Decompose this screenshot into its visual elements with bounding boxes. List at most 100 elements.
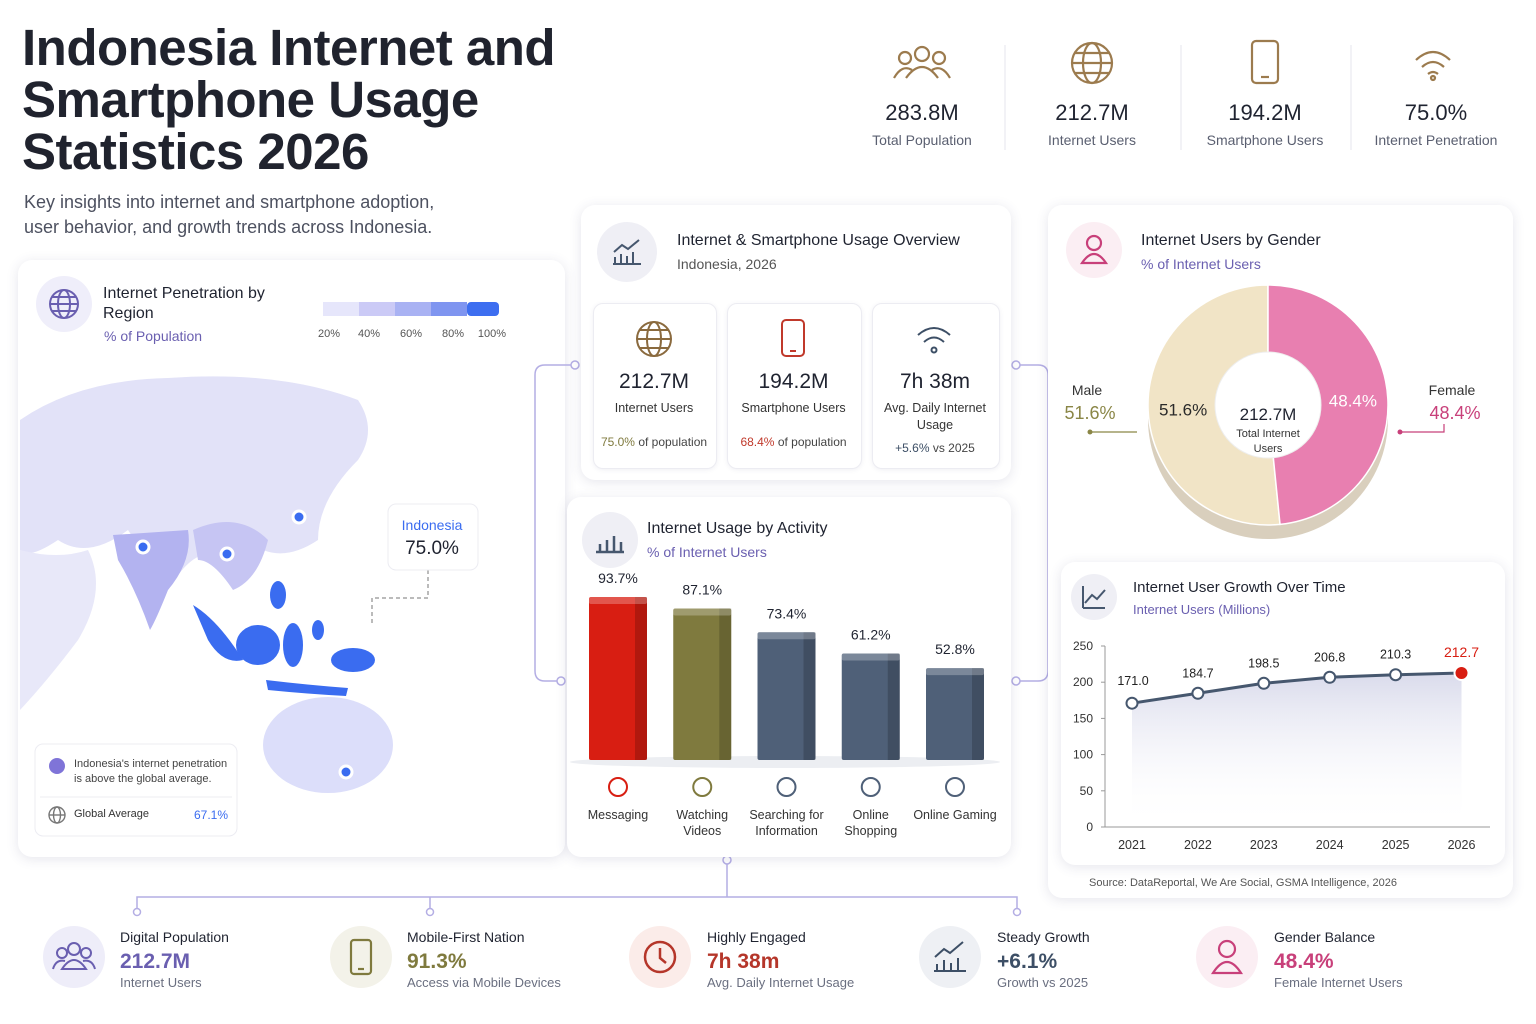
highlight-value: 48.4% xyxy=(1274,950,1334,973)
overview-metric xyxy=(872,303,1000,469)
metric-detail-text: of population xyxy=(777,435,847,449)
category-icon xyxy=(608,777,628,797)
highlight-value: 212.7M xyxy=(120,950,191,973)
y-tick-label: 250 xyxy=(1073,639,1093,653)
scale-label: 80% xyxy=(441,328,465,340)
bar-side xyxy=(887,653,900,760)
bar-side xyxy=(803,632,816,760)
highlight-title: Gender Balance xyxy=(1274,929,1376,945)
stat-value: 283.8M xyxy=(885,100,959,125)
legend-name: Female xyxy=(1429,382,1476,398)
category-icon xyxy=(860,777,881,797)
line xyxy=(1131,671,1462,705)
highlight-value: 91.3% xyxy=(407,950,467,973)
bar-top xyxy=(926,668,984,676)
highlight-title: Highly Engaged xyxy=(707,929,806,945)
stat-label: Internet Users xyxy=(1048,132,1136,148)
chart-title: Internet Usage by Activity xyxy=(647,520,828,537)
point xyxy=(1125,696,1139,710)
y-tick-label: 0 xyxy=(1086,820,1093,834)
y-tick-label: 50 xyxy=(1080,784,1094,798)
stat-value: 75.0% xyxy=(1404,100,1468,125)
bar-top xyxy=(757,632,816,640)
stat-label: Internet Penetration xyxy=(1374,132,1498,148)
highlight-label: Female Internet Users xyxy=(1274,975,1403,990)
legend-dot xyxy=(1087,429,1093,435)
metric-value: 194.2M xyxy=(758,370,829,393)
metric-label: Avg. Daily Internet Usage xyxy=(884,401,986,432)
y-tick-label: 150 xyxy=(1073,711,1093,725)
highlight-title: Mobile-First Nation xyxy=(407,929,525,945)
value-label: 93.7% xyxy=(598,570,638,586)
metric-detail-value: 75.0% xyxy=(600,435,635,449)
bar-side xyxy=(719,608,732,760)
x-tick-label: 2024 xyxy=(1316,838,1344,852)
value-label: 184.7 xyxy=(1182,666,1213,680)
source: Source: DataReportal, We Are Social, GSM… xyxy=(1089,877,1397,889)
chart-title: Internet User Growth Over Time xyxy=(1133,579,1346,596)
highlight-label: Internet Users xyxy=(120,975,202,990)
bar xyxy=(673,608,732,760)
x-tick-label: Messaging xyxy=(587,808,649,822)
area xyxy=(1132,673,1462,827)
x-tick-label: Online Shopping xyxy=(844,808,898,838)
bar xyxy=(757,632,816,760)
scale-label: 60% xyxy=(399,328,423,340)
metric-detail-value: +5.6% xyxy=(895,441,930,455)
x-tick-label: 2022 xyxy=(1184,838,1212,852)
value-label: 206.8 xyxy=(1314,650,1345,664)
legend-name: Male xyxy=(1072,382,1103,398)
legend-line xyxy=(1400,424,1445,433)
global-value: 67.1% xyxy=(193,808,228,822)
highlight-title: Digital Population xyxy=(120,929,229,945)
metric-label: Internet Users xyxy=(614,401,694,415)
chart-subtitle: Internet Users (Millions) xyxy=(1133,602,1271,617)
scale-label: 20% xyxy=(317,328,341,340)
page-subtitle: Key insights into internet and smartphon… xyxy=(24,192,435,237)
scale-label: 100% xyxy=(477,328,507,340)
x-tick-label: 2021 xyxy=(1118,838,1146,852)
x-tick-label: Online Gaming xyxy=(913,808,997,822)
slice-label: 51.6% xyxy=(1159,400,1207,419)
map-title: Internet Penetration by Region xyxy=(103,285,265,322)
highlight-label: Avg. Daily Internet Usage xyxy=(707,975,855,990)
category-icon xyxy=(945,777,965,797)
chart-title: Internet Users by Gender xyxy=(1141,232,1321,249)
point xyxy=(1191,686,1205,700)
scale-label: 40% xyxy=(357,328,381,340)
metric-value: 7h 38m xyxy=(899,370,971,393)
value-label: 61.2% xyxy=(851,627,891,643)
stat-value: 194.2M xyxy=(1228,100,1302,125)
value-label: 210.3 xyxy=(1380,648,1411,662)
center-label: Total Internet Users xyxy=(1236,428,1300,455)
point xyxy=(1453,665,1470,682)
callout-label: Indonesia xyxy=(401,517,463,533)
value-label: 212.7 xyxy=(1444,644,1479,660)
x-tick-label: 2025 xyxy=(1382,838,1410,852)
x-tick-label: Searching for Information xyxy=(749,808,824,838)
bar-side xyxy=(972,668,984,760)
category-icon xyxy=(692,777,713,797)
value-label: 73.4% xyxy=(767,605,807,621)
gender-icon xyxy=(1066,222,1122,278)
overview-title: Internet & Smartphone Usage Overview xyxy=(677,232,960,249)
slice-label: 48.4% xyxy=(1329,392,1377,411)
bar-top xyxy=(589,596,647,604)
metric-label: Smartphone Users xyxy=(741,401,846,415)
highlight-label: Growth vs 2025 xyxy=(997,975,1089,990)
x-tick-label: 2023 xyxy=(1250,838,1278,852)
stat-label: Total Population xyxy=(872,132,972,148)
top-stats-decor xyxy=(893,39,1451,150)
chart-subtitle: % of Internet Users xyxy=(647,544,767,560)
legend-value: 51.6% xyxy=(1064,403,1115,423)
overview-subtitle: Indonesia, 2026 xyxy=(677,256,777,272)
highlight-title: Steady Growth xyxy=(997,929,1090,945)
center-value: 212.7M xyxy=(1240,405,1297,424)
overview-icons xyxy=(636,319,951,357)
highlight-label: Access via Mobile Devices xyxy=(407,975,561,990)
y-tick-label: 200 xyxy=(1073,675,1093,689)
page-title: Indonesia Internet and Smartphone Usage … xyxy=(22,19,556,180)
legend-dot xyxy=(1397,429,1403,435)
category-icon xyxy=(776,777,797,797)
